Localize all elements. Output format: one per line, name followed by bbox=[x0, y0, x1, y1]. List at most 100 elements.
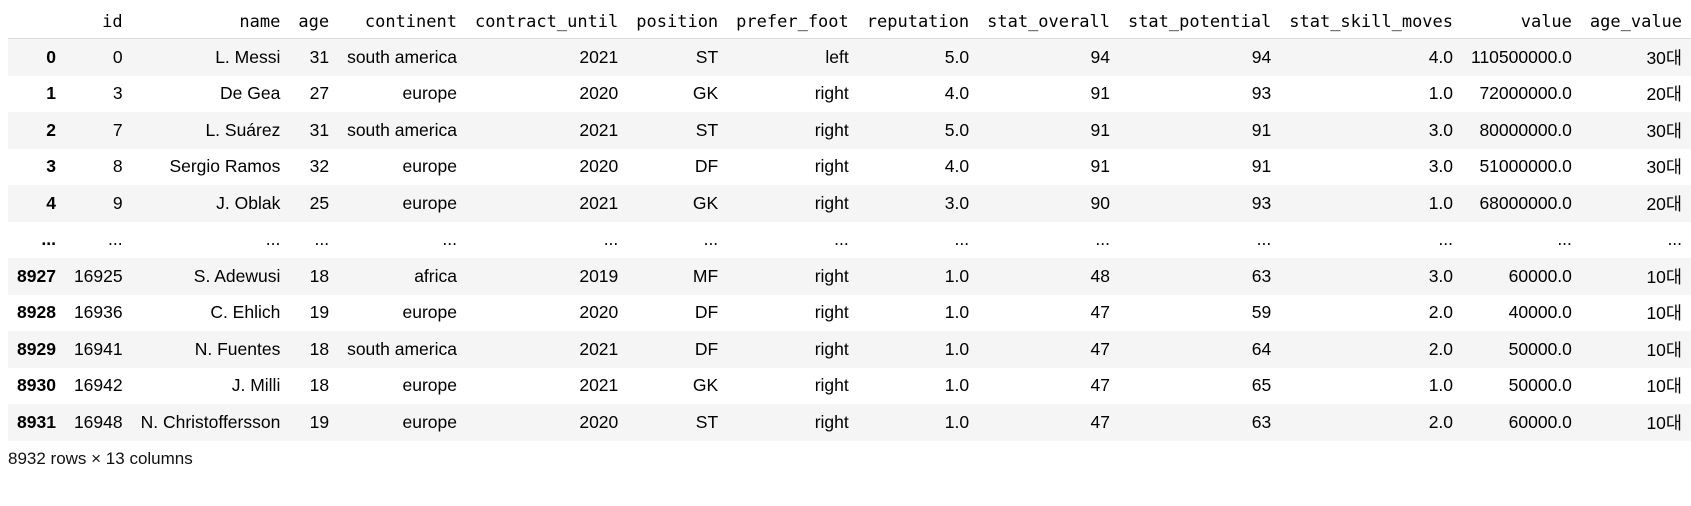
cell-prefer-foot: ... bbox=[834, 229, 849, 250]
cell-stat-potential: 93 bbox=[1251, 192, 1272, 213]
cell-name: L. Messi bbox=[215, 46, 281, 67]
cell-age: 18 bbox=[309, 338, 330, 359]
cell-prefer-foot: right bbox=[814, 338, 849, 359]
cell-value: ... bbox=[1557, 229, 1572, 250]
column-header-prefer-foot: prefer_foot bbox=[727, 6, 858, 39]
cell-reputation: 3.0 bbox=[944, 192, 970, 213]
cell-reputation: 1.0 bbox=[944, 375, 970, 396]
cell-position: ST bbox=[695, 411, 719, 432]
cell-age: ... bbox=[314, 229, 330, 250]
table-row: 0 0 L. Messi 31 south america 2021 ST left 5.0 94… bbox=[8, 38, 1691, 76]
cell-name: C. Ehlich bbox=[210, 302, 281, 323]
cell-stat-skill-moves: 2.0 bbox=[1428, 338, 1454, 359]
cell-contract-until: 2021 bbox=[579, 375, 619, 396]
cell-id: 7 bbox=[112, 119, 123, 140]
column-header-reputation: reputation bbox=[857, 6, 979, 39]
cell-stat-skill-moves: 1.0 bbox=[1428, 375, 1454, 396]
dataframe-output: id name age continent contract_until pos… bbox=[8, 6, 1691, 441]
table-row: 2 7 L. Suárez 31 south america 2021 ST right 5.0… bbox=[8, 112, 1691, 149]
cell-position: DF bbox=[694, 156, 719, 177]
cell-age: 31 bbox=[309, 46, 330, 67]
table-row: 1 3 De Gea 27 europe 2020 GK right 4.0 91 93 1.0 720… bbox=[8, 75, 1691, 112]
cell-prefer-foot: right bbox=[814, 119, 849, 140]
cell-reputation: 1.0 bbox=[944, 411, 970, 432]
row-index-label: 8931 bbox=[17, 411, 56, 432]
cell-stat-overall: 48 bbox=[1090, 265, 1110, 286]
cell-age-value: 10대 bbox=[1646, 339, 1683, 360]
cell-name: N. Christoffersson bbox=[140, 411, 281, 432]
table-row: 8930 16942 J. Milli 18 europe 2021 GK right 1.0 4… bbox=[8, 367, 1691, 404]
cell-stat-overall: ... bbox=[1095, 229, 1110, 250]
cell-value: 51000000.0 bbox=[1479, 156, 1572, 177]
cell-id: 8 bbox=[112, 156, 123, 177]
cell-contract-until: 2021 bbox=[579, 338, 619, 359]
table-row: 8928 16936 C. Ehlich 19 europe 2020 DF right 1.0… bbox=[8, 294, 1691, 331]
cell-position: GK bbox=[692, 375, 719, 396]
cell-name: S. Adewusi bbox=[193, 265, 281, 286]
cell-stat-skill-moves: ... bbox=[1438, 229, 1454, 250]
cell-age-value: 30대 bbox=[1646, 120, 1683, 141]
cell-position: GK bbox=[692, 83, 719, 104]
cell-position: MF bbox=[692, 265, 719, 286]
cell-age: 27 bbox=[309, 83, 330, 104]
cell-name: J. Milli bbox=[231, 375, 281, 396]
cell-prefer-foot: right bbox=[814, 265, 849, 286]
cell-value: 60000.0 bbox=[1508, 411, 1572, 432]
cell-id: 9 bbox=[112, 192, 123, 213]
cell-reputation: 4.0 bbox=[944, 156, 970, 177]
cell-continent: europe bbox=[402, 302, 457, 323]
cell-contract-until: 2020 bbox=[579, 302, 619, 323]
cell-stat-skill-moves: 3.0 bbox=[1428, 156, 1454, 177]
column-header-stat-overall: stat_overall bbox=[978, 6, 1119, 39]
cell-stat-overall: 94 bbox=[1090, 46, 1110, 67]
row-index-label: 0 bbox=[46, 46, 56, 67]
cell-value: 50000.0 bbox=[1508, 338, 1572, 359]
dataframe-table: id name age continent contract_until pos… bbox=[8, 6, 1691, 441]
cell-age-value: 20대 bbox=[1646, 84, 1683, 105]
cell-stat-potential: 63 bbox=[1251, 265, 1272, 286]
cell-continent: africa bbox=[414, 265, 457, 286]
column-header-position: position bbox=[627, 6, 728, 39]
cell-id: 0 bbox=[112, 46, 123, 67]
cell-prefer-foot: right bbox=[814, 375, 849, 396]
cell-prefer-foot: left bbox=[825, 46, 849, 67]
index-header bbox=[8, 6, 65, 39]
cell-value: 110500000.0 bbox=[1471, 46, 1572, 67]
cell-contract-until: ... bbox=[603, 229, 619, 250]
cell-continent: ... bbox=[442, 229, 457, 250]
cell-reputation: 5.0 bbox=[944, 46, 970, 67]
cell-position: ST bbox=[695, 119, 719, 140]
row-index-label: 4 bbox=[46, 192, 56, 213]
row-index-label: 8928 bbox=[17, 302, 56, 323]
cell-value: 40000.0 bbox=[1508, 302, 1572, 323]
cell-stat-overall: 91 bbox=[1090, 119, 1110, 140]
cell-id: 16936 bbox=[73, 302, 123, 323]
cell-age-value: 10대 bbox=[1646, 303, 1683, 324]
cell-reputation: 1.0 bbox=[944, 338, 970, 359]
cell-stat-potential: ... bbox=[1256, 229, 1272, 250]
column-header-contract-until: contract_until bbox=[465, 6, 628, 39]
cell-stat-overall: 90 bbox=[1090, 192, 1110, 213]
cell-stat-potential: 59 bbox=[1251, 302, 1272, 323]
table-body: 0 0 L. Messi 31 south america 2021 ST left 5.0 94… bbox=[8, 38, 1691, 441]
cell-stat-overall: 91 bbox=[1090, 83, 1110, 104]
table-row: 8931 16948 N. Christoffersson 19 europe 2020 S… bbox=[8, 404, 1691, 441]
cell-stat-overall: 47 bbox=[1090, 338, 1110, 359]
row-index-label: 2 bbox=[46, 119, 56, 140]
cell-stat-overall: 47 bbox=[1090, 375, 1110, 396]
cell-name: Sergio Ramos bbox=[169, 156, 281, 177]
cell-prefer-foot: right bbox=[814, 83, 849, 104]
cell-prefer-foot: right bbox=[814, 411, 849, 432]
table-row: 8927 16925 S. Adewusi 18 africa 2019 MF right 1.… bbox=[8, 258, 1691, 295]
table-row: 8929 16941 N. Fuentes 18 south america 2021 DF… bbox=[8, 331, 1691, 368]
cell-reputation: 4.0 bbox=[944, 83, 970, 104]
cell-contract-until: 2021 bbox=[579, 46, 619, 67]
cell-continent: south america bbox=[347, 46, 457, 67]
cell-contract-until: 2020 bbox=[579, 83, 619, 104]
cell-continent: south america bbox=[347, 338, 457, 359]
cell-position: DF bbox=[694, 302, 719, 323]
header-row: id name age continent contract_until pos… bbox=[8, 6, 1691, 39]
cell-reputation: ... bbox=[954, 229, 970, 250]
table-row: 3 8 Sergio Ramos 32 europe 2020 DF right 4.0 91 91… bbox=[8, 148, 1691, 185]
cell-contract-until: 2020 bbox=[579, 411, 619, 432]
